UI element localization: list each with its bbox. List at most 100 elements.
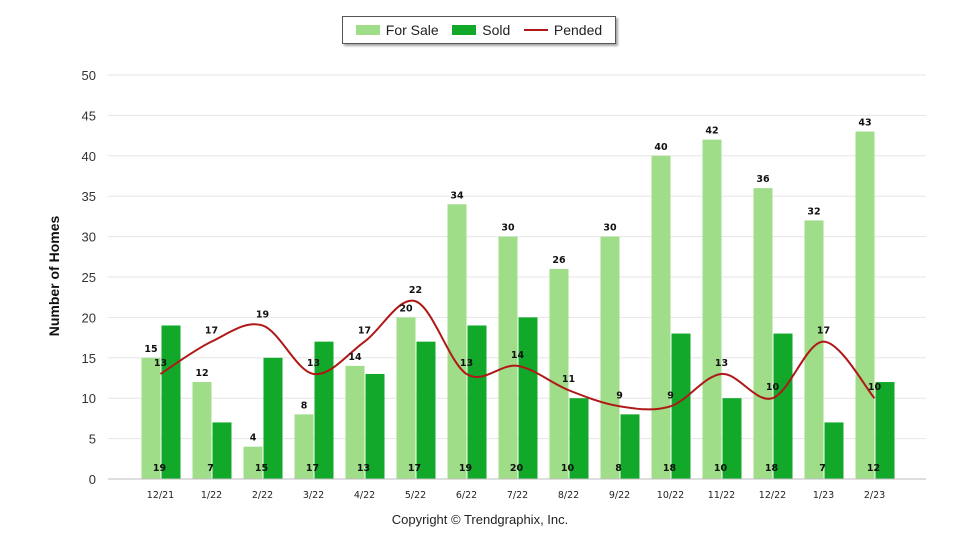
legend: For Sale Sold Pended — [342, 16, 616, 44]
for-sale-value-label: 43 — [858, 118, 871, 129]
x-tick-label: 11/22 — [708, 490, 735, 501]
pended-value-label: 14 — [511, 350, 525, 361]
for-sale-value-label: 4 — [250, 433, 257, 444]
y-axis-title: Number of Homes — [46, 215, 62, 337]
for-sale-bar[interactable] — [753, 188, 773, 479]
for-sale-bar[interactable] — [600, 236, 620, 479]
sold-bar[interactable] — [467, 325, 487, 479]
x-axis: 12/21 1/22 2/22 3/22 4/22 5/22 6/22 7/22 8/22 9/2… — [108, 478, 926, 501]
legend-item-pended[interactable]: Pended — [523, 22, 603, 38]
y-tick-label: 30 — [82, 230, 96, 245]
sold-value-label: 20 — [510, 463, 524, 474]
bars — [141, 131, 895, 480]
for-sale-bar[interactable] — [396, 317, 416, 479]
legend-label-for-sale: For Sale — [385, 22, 439, 38]
y-tick-label: 40 — [82, 149, 96, 164]
for-sale-value-label: 30 — [603, 223, 617, 234]
x-tick-label: 12/22 — [759, 490, 786, 501]
for-sale-bar[interactable] — [855, 131, 875, 479]
sold-value-label: 8 — [615, 463, 622, 474]
sold-value-label: 10 — [714, 463, 728, 474]
sold-value-label: 15 — [255, 463, 268, 474]
sold-bar[interactable] — [773, 333, 793, 479]
pended-value-label: 10 — [766, 382, 780, 393]
sold-bar[interactable] — [722, 398, 742, 479]
sold-bar[interactable] — [314, 341, 334, 479]
y-tick-label: 0 — [89, 472, 96, 487]
x-tick-label: 5/22 — [405, 490, 426, 501]
sold-value-label: 17 — [408, 463, 421, 474]
pended-line[interactable] — [159, 299, 876, 411]
x-tick-label: 2/23 — [864, 490, 885, 501]
for-sale-swatch — [355, 25, 380, 35]
for-sale-value-label: 36 — [756, 174, 770, 185]
sold-bar[interactable] — [263, 357, 283, 479]
sold-value-label: 10 — [561, 463, 575, 474]
for-sale-value-label: 15 — [144, 344, 157, 355]
y-tick-label: 35 — [82, 189, 96, 204]
pended-value-label: 9 — [616, 390, 623, 401]
x-tick-label: 2/22 — [252, 490, 273, 501]
sold-value-label: 17 — [306, 463, 319, 474]
pended-value-label: 13 — [154, 358, 167, 369]
sold-bar[interactable] — [671, 333, 691, 479]
for-sale-value-label: 34 — [450, 190, 464, 201]
sold-bar[interactable] — [212, 422, 232, 479]
x-tick-label: 4/22 — [354, 490, 375, 501]
y-tick-label: 45 — [82, 108, 96, 123]
y-axis: 0 5 10 15 20 25 30 35 40 45 50 — [82, 68, 96, 487]
pended-value-label: 9 — [667, 390, 674, 401]
y-tick-label: 15 — [82, 351, 96, 366]
legend-item-for-sale[interactable]: For Sale — [355, 22, 439, 38]
for-sale-bar[interactable] — [243, 446, 263, 479]
y-tick-label: 10 — [82, 391, 96, 406]
sold-value-label: 7 — [207, 463, 214, 474]
sold-bar[interactable] — [161, 325, 181, 479]
for-sale-bar[interactable] — [345, 365, 365, 479]
for-sale-bar[interactable] — [294, 414, 314, 479]
sold-value-label: 7 — [819, 463, 826, 474]
for-sale-bar[interactable] — [651, 155, 671, 480]
pended-value-label: 11 — [562, 374, 575, 385]
for-sale-value-label: 20 — [399, 303, 413, 314]
for-sale-bar[interactable] — [804, 220, 824, 479]
for-sale-bar[interactable] — [141, 357, 161, 479]
for-sale-value-label: 8 — [301, 400, 308, 411]
for-sale-value-label: 26 — [552, 255, 566, 266]
sold-value-label: 19 — [153, 463, 166, 474]
x-tick-label: 9/22 — [609, 490, 630, 501]
data-labels: 15 19 12 7 4 15 8 17 14 13 20 17 34 19 30 20 26 10 30 8 40 18… — [144, 118, 881, 474]
pended-line-layer — [159, 299, 876, 411]
y-tick-label: 5 — [89, 432, 96, 447]
for-sale-bar[interactable] — [549, 268, 569, 479]
sold-bar[interactable] — [518, 317, 538, 479]
sold-bar[interactable] — [416, 341, 436, 479]
y-tick-label: 25 — [82, 270, 96, 285]
for-sale-bar[interactable] — [702, 139, 722, 479]
for-sale-bar[interactable] — [192, 382, 212, 479]
y-tick-label: 20 — [82, 310, 96, 325]
for-sale-value-label: 30 — [501, 223, 515, 234]
y-tick-label: 50 — [82, 68, 96, 83]
legend-label-pended: Pended — [553, 22, 603, 38]
sold-bar[interactable] — [875, 382, 895, 479]
pended-value-label: 22 — [409, 285, 422, 296]
for-sale-value-label: 32 — [807, 206, 820, 217]
x-tick-label: 6/22 — [456, 490, 477, 501]
sold-value-label: 13 — [357, 463, 370, 474]
x-tick-label: 8/22 — [558, 490, 579, 501]
for-sale-value-label: 12 — [195, 368, 208, 379]
pended-value-label: 13 — [715, 358, 728, 369]
legend-item-sold[interactable]: Sold — [452, 22, 510, 38]
for-sale-bar[interactable] — [498, 236, 518, 479]
sold-bar[interactable] — [824, 422, 844, 479]
x-tick-label: 10/22 — [657, 490, 684, 501]
sold-bar[interactable] — [365, 373, 385, 479]
copyright-notice: Copyright © Trendgraphix, Inc. — [391, 512, 569, 527]
sold-bar[interactable] — [620, 414, 640, 479]
sold-bar[interactable] — [569, 398, 589, 479]
for-sale-bar[interactable] — [447, 204, 467, 479]
pended-value-label: 17 — [358, 326, 371, 337]
x-tick-label: 1/23 — [813, 490, 834, 501]
legend-label-sold: Sold — [482, 22, 511, 38]
